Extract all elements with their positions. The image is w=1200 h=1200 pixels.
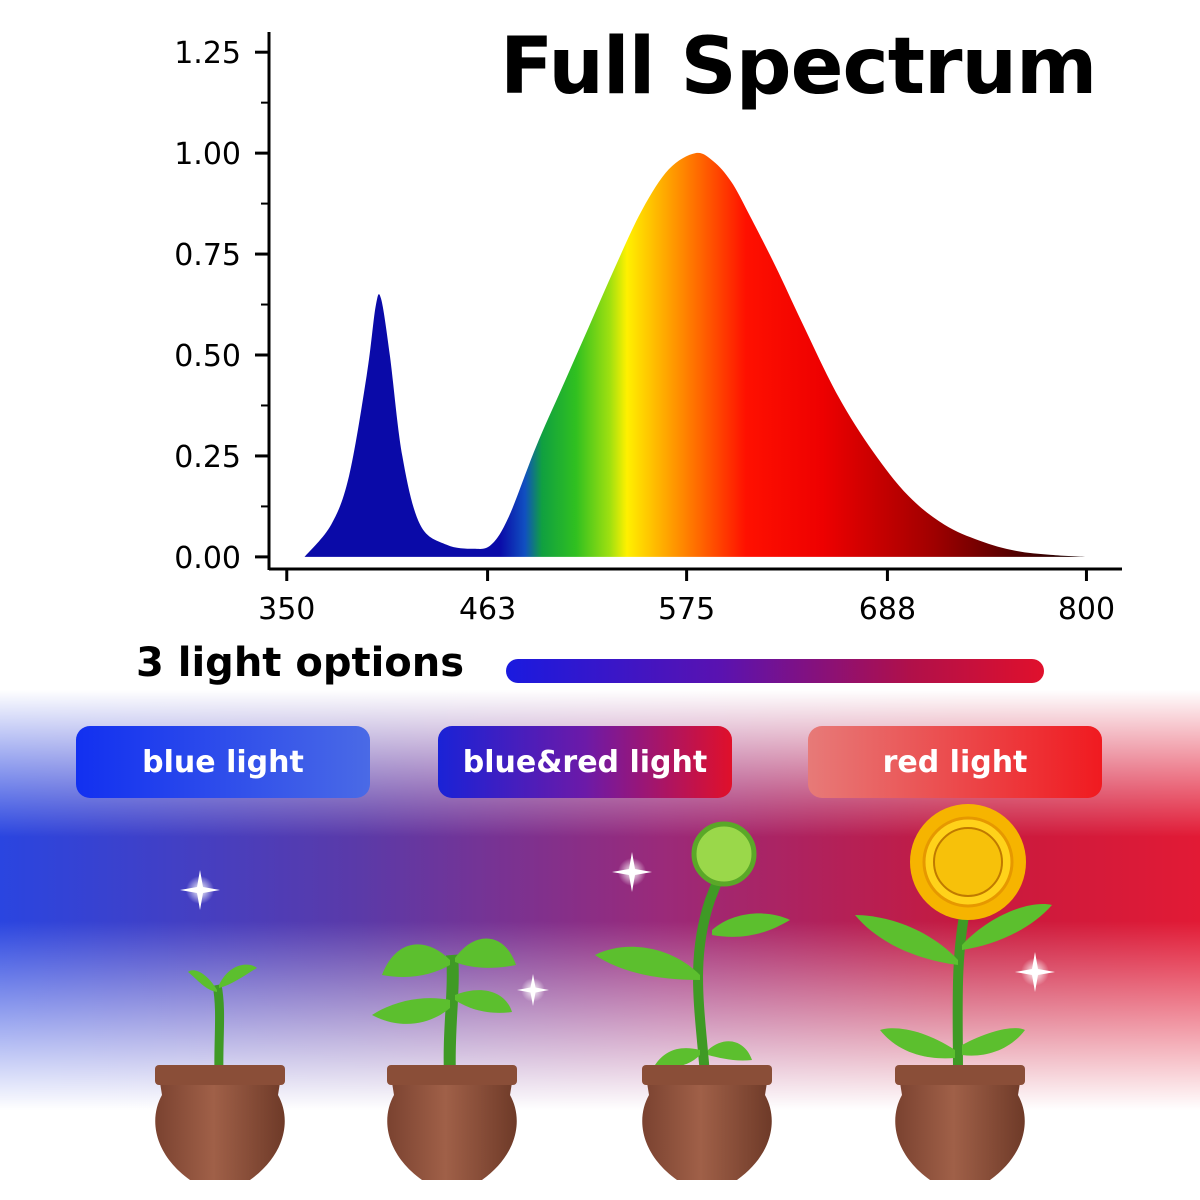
y-tick-label: 0.25 — [174, 440, 241, 475]
leaf — [455, 990, 512, 1013]
leaf — [962, 904, 1052, 950]
blue-red-light-option[interactable]: blue&red light — [438, 726, 732, 798]
chart-title: Full Spectrum — [500, 22, 1097, 112]
y-tick-label: 0.50 — [174, 339, 241, 374]
sparkle-icon — [612, 852, 652, 892]
x-tick-label: 575 — [658, 592, 715, 627]
blue-red-light-label: blue&red light — [462, 744, 708, 780]
pot-rim — [155, 1065, 285, 1085]
x-tick-label: 800 — [1058, 592, 1115, 627]
leaf — [382, 944, 450, 977]
pot-rim — [387, 1065, 517, 1085]
x-axis-ticks: 350 463 575 688 800 — [258, 569, 1115, 627]
leaf — [372, 998, 450, 1024]
light-options-label: 3 light options — [136, 640, 465, 686]
pot-rim — [642, 1065, 772, 1085]
pot-rim — [895, 1065, 1025, 1085]
sparkle-icon — [517, 974, 549, 1006]
stem — [212, 984, 225, 1076]
pot — [387, 1070, 517, 1180]
y-tick-label: 1.25 — [174, 36, 241, 71]
light-options-gradient-bar — [506, 659, 1044, 683]
red-light-label: red light — [882, 744, 1028, 780]
leaf — [712, 913, 790, 937]
sparkle-icon — [180, 870, 220, 910]
leaf — [219, 964, 257, 988]
leaf — [880, 1028, 955, 1059]
plant-stage-3 — [595, 821, 790, 1180]
spectrum-area — [304, 152, 1087, 557]
spectrum-chart: 0.00 0.25 0.50 0.75 1.00 1.25 350 463 575 688 800 — [174, 32, 1122, 627]
leaf — [595, 946, 700, 980]
x-tick-label: 688 — [859, 592, 916, 627]
sparkle-icons — [180, 852, 1055, 1006]
pot — [642, 1070, 772, 1180]
x-tick-label: 350 — [258, 592, 315, 627]
leaf — [655, 1048, 700, 1067]
leaf — [188, 970, 217, 992]
stem — [952, 904, 971, 1076]
blue-light-label: blue light — [142, 744, 304, 780]
x-tick-label: 463 — [459, 592, 516, 627]
leaf — [962, 1028, 1025, 1056]
sparkle-icon — [1015, 952, 1055, 992]
pot — [895, 1070, 1025, 1180]
leaf — [455, 938, 516, 968]
plant-stage-1 — [155, 964, 285, 1180]
y-tick-label: 1.00 — [174, 137, 241, 172]
blue-light-option[interactable]: blue light — [76, 726, 370, 798]
red-light-option[interactable]: red light — [808, 726, 1102, 798]
flower-bud — [691, 821, 757, 887]
leaf — [708, 1041, 752, 1061]
leaf — [855, 915, 958, 965]
sunflower — [910, 804, 1026, 920]
pot — [155, 1070, 285, 1180]
stem — [443, 954, 459, 1076]
y-tick-label: 0.75 — [174, 238, 241, 273]
y-tick-label: 0.00 — [174, 541, 241, 576]
plant-stage-4 — [855, 804, 1052, 1180]
y-axis-ticks: 0.00 0.25 0.50 0.75 1.00 1.25 — [174, 36, 269, 576]
plant-stage-2 — [372, 938, 517, 1180]
